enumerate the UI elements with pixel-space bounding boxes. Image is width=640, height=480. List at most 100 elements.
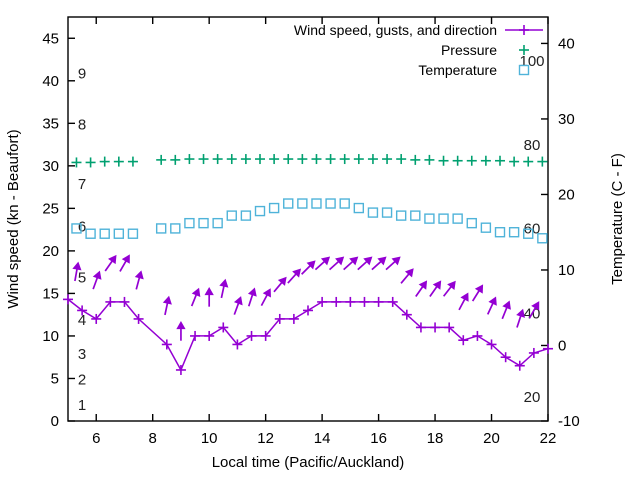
beaufort-label: 8 [78, 116, 86, 133]
wind-speed-point [444, 322, 455, 333]
wind-speed-point [77, 305, 88, 316]
wind-speed-point [119, 296, 130, 307]
series-wind-speed [63, 294, 553, 375]
temperature-point [381, 207, 393, 218]
wind-direction-arrow [260, 288, 271, 307]
temperature-point [410, 210, 421, 221]
pressure-point [410, 154, 421, 165]
wind-speed-point [274, 313, 285, 324]
wind-direction-arrow [343, 256, 359, 271]
x-tick-label: 6 [92, 430, 100, 447]
pressure-point [198, 154, 209, 165]
temperature-point [537, 233, 548, 244]
wind-direction-arrow [415, 280, 428, 298]
y-tick-label: 35 [42, 115, 59, 132]
temperature-point [480, 222, 492, 233]
wind-speed-point [218, 322, 229, 333]
wind-speed-point [543, 343, 553, 354]
pressure-point [240, 154, 251, 165]
pressure-point [396, 154, 407, 165]
temperature-point [452, 213, 463, 224]
beaufort-label: 1 [78, 397, 86, 414]
pressure-point [438, 155, 449, 166]
y2-tick-label: -10 [558, 413, 580, 430]
wind-direction-arrow [219, 278, 229, 299]
wind-speed-point [401, 309, 412, 320]
temperature-point [71, 223, 82, 234]
fahrenheit-label: 100 [519, 53, 544, 70]
wind-speed-point [105, 296, 116, 307]
y-tick-label: 5 [51, 370, 59, 387]
y2-tick-label: 20 [558, 186, 575, 203]
x-tick-label: 20 [483, 430, 500, 447]
wind-direction-arrow [429, 280, 442, 298]
x-tick-label: 16 [370, 430, 387, 447]
pressure-point [297, 154, 308, 165]
wind-speed-point [345, 296, 356, 307]
wind-direction-arrow [516, 308, 525, 328]
x-tick-label: 14 [314, 430, 331, 447]
temperature-point [424, 213, 435, 224]
wind-speed-point [514, 360, 525, 371]
pressure-point [509, 156, 520, 167]
series-pressure [71, 154, 548, 168]
temperature-point [494, 227, 506, 238]
wind-direction-arrow [104, 254, 117, 272]
wind-speed-point [359, 296, 370, 307]
pressure-point [156, 154, 167, 165]
pressure-point [325, 154, 336, 165]
series-wind-direction-arrows [72, 254, 540, 341]
pressure-point [523, 156, 534, 167]
y2-tick-label: 40 [558, 35, 575, 52]
beaufort-scale-labels: 1 2 3 4 5 6 7 8 9 [78, 65, 86, 414]
pressure-point [226, 154, 237, 165]
wind-speed-point [500, 352, 511, 363]
temperature-point [240, 210, 252, 221]
wind-direction-arrow [72, 261, 82, 282]
legend-label: Wind speed, gusts, and direction [294, 22, 497, 38]
y-tick-label: 25 [42, 200, 59, 217]
pressure-point [466, 155, 477, 166]
wind-speed-point [190, 330, 201, 341]
wind-speed-point [232, 339, 243, 350]
temperature-point [268, 202, 280, 214]
pressure-point [113, 156, 124, 167]
wind-direction-arrow [162, 295, 172, 316]
temperature-point [212, 217, 223, 229]
legend-marker-plus [519, 45, 529, 55]
pressure-point [184, 154, 195, 165]
wind-direction-arrow [134, 270, 144, 290]
wind-direction-arrow [247, 287, 257, 307]
y-tick-label: 10 [42, 328, 59, 345]
temperature-point [99, 228, 110, 239]
y-axis-ticks: 0 5 10 15 20 25 30 35 40 45 [42, 30, 75, 430]
pressure-point [99, 156, 110, 167]
y-tick-label: 45 [42, 30, 59, 47]
wind-speed-point [303, 305, 313, 316]
x-tick-label: 18 [427, 430, 444, 447]
pressure-point [480, 155, 491, 166]
wind-direction-arrow [528, 301, 540, 319]
chart-legend: Wind speed, gusts, and direction Pressure… [294, 22, 543, 78]
wind-direction-arrow [328, 256, 345, 271]
wind-direction-arrow [357, 256, 373, 271]
temperature-point [339, 198, 350, 209]
wind-direction-arrow [371, 256, 387, 271]
beaufort-label: 9 [78, 65, 86, 82]
wind-direction-arrow [400, 268, 414, 284]
y2-tick-label: 10 [558, 262, 575, 279]
legend-marker-plus [519, 25, 529, 35]
pressure-point [367, 154, 378, 165]
fahrenheit-label: 80 [524, 137, 541, 154]
plot-frame [67, 16, 549, 422]
pressure-point [311, 154, 322, 165]
pressure-point [495, 155, 505, 166]
temperature-point [113, 228, 125, 239]
pressure-point [424, 154, 435, 165]
series-temperature [71, 198, 548, 244]
y2-tick-label: 30 [558, 111, 575, 128]
pressure-point [269, 154, 280, 165]
